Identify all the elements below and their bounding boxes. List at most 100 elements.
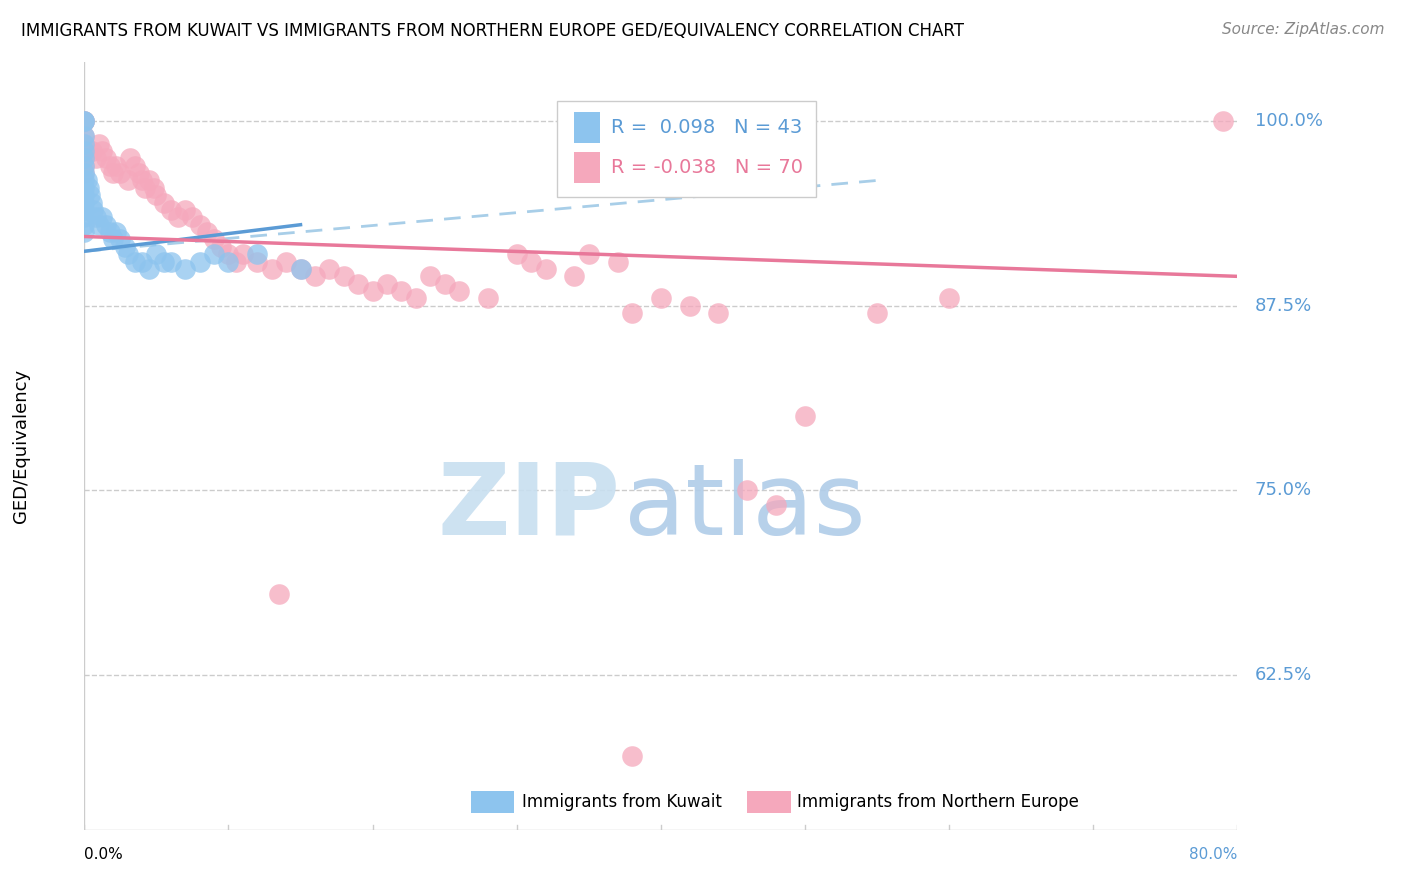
Point (405, 292, 427, 306)
Point (73, 225, 96, 239)
Point (120, 152, 142, 166)
Point (73, 114, 96, 128)
FancyBboxPatch shape (557, 101, 817, 197)
Point (218, 254, 240, 268)
Point (333, 269, 356, 284)
Point (1212, 114, 1234, 128)
Point (564, 269, 586, 284)
Point (621, 748, 644, 763)
Point (765, 498, 787, 512)
Point (621, 306, 644, 320)
Point (84, 211, 107, 225)
Point (938, 292, 960, 306)
Text: IMMIGRANTS FROM KUWAIT VS IMMIGRANTS FROM NORTHERN EUROPE GED/EQUIVALENCY CORREL: IMMIGRANTS FROM KUWAIT VS IMMIGRANTS FRO… (21, 22, 965, 40)
Point (225, 254, 247, 268)
Point (80, 144, 103, 158)
Point (477, 292, 499, 306)
Point (73, 195, 96, 210)
Point (232, 247, 254, 261)
Point (347, 277, 370, 291)
Point (866, 306, 889, 320)
Point (606, 254, 628, 268)
Point (76, 173, 98, 187)
Text: GED/Equivalency: GED/Equivalency (11, 369, 30, 523)
Point (174, 262, 197, 277)
Point (103, 232, 124, 246)
Text: 62.5%: 62.5% (1254, 665, 1312, 683)
Text: 75.0%: 75.0% (1254, 482, 1312, 500)
Point (246, 254, 269, 268)
Point (260, 262, 283, 277)
Point (73, 129, 96, 144)
Point (73, 114, 96, 128)
Point (167, 211, 190, 225)
Text: 100.0%: 100.0% (1254, 112, 1323, 130)
Point (117, 173, 139, 187)
Point (73, 114, 96, 128)
Point (110, 232, 132, 246)
Bar (471, 791, 515, 813)
Point (73, 181, 96, 195)
Point (195, 225, 218, 239)
Point (276, 254, 298, 268)
Bar (575, 153, 600, 183)
Text: ZIP: ZIP (437, 458, 620, 556)
Point (73, 152, 96, 166)
Point (650, 292, 672, 306)
Text: R = -0.038   N = 70: R = -0.038 N = 70 (612, 158, 803, 177)
Text: atlas: atlas (624, 458, 866, 556)
Point (160, 202, 183, 217)
Point (128, 166, 150, 180)
Point (131, 254, 153, 268)
Point (449, 284, 471, 298)
Point (152, 195, 174, 210)
Point (98, 225, 121, 239)
Point (145, 188, 167, 202)
Point (218, 247, 240, 261)
Point (84, 152, 107, 166)
Point (80, 195, 103, 210)
Point (318, 262, 340, 277)
Point (73, 188, 96, 202)
Text: Immigrants from Kuwait: Immigrants from Kuwait (523, 793, 723, 811)
Point (188, 254, 211, 268)
Point (94, 152, 117, 166)
Point (77, 181, 100, 195)
Point (145, 247, 167, 261)
Point (152, 254, 174, 268)
Text: Immigrants from Northern Europe: Immigrants from Northern Europe (797, 793, 1078, 811)
Point (73, 152, 96, 166)
Point (90, 144, 112, 158)
Point (174, 202, 197, 217)
Point (391, 284, 413, 298)
Point (375, 277, 398, 291)
Point (246, 247, 269, 261)
Point (73, 202, 96, 217)
Point (506, 247, 529, 261)
Point (138, 173, 160, 187)
Point (105, 159, 128, 173)
Point (520, 254, 543, 268)
Point (794, 409, 817, 424)
Point (117, 247, 139, 261)
Bar (575, 112, 600, 143)
Point (73, 114, 96, 128)
Point (202, 247, 225, 261)
Point (73, 159, 96, 173)
Point (181, 211, 204, 225)
Point (87, 136, 110, 151)
Point (534, 262, 557, 277)
Point (90, 211, 112, 225)
Text: R =  0.098   N = 43: R = 0.098 N = 43 (612, 118, 803, 137)
Point (433, 277, 456, 291)
Point (267, 586, 290, 600)
Point (87, 218, 110, 232)
Point (737, 483, 759, 498)
Point (114, 240, 136, 254)
Point (679, 299, 702, 313)
Point (103, 166, 124, 180)
Point (578, 247, 600, 261)
Point (707, 306, 730, 320)
Point (188, 218, 211, 232)
Point (290, 262, 312, 277)
